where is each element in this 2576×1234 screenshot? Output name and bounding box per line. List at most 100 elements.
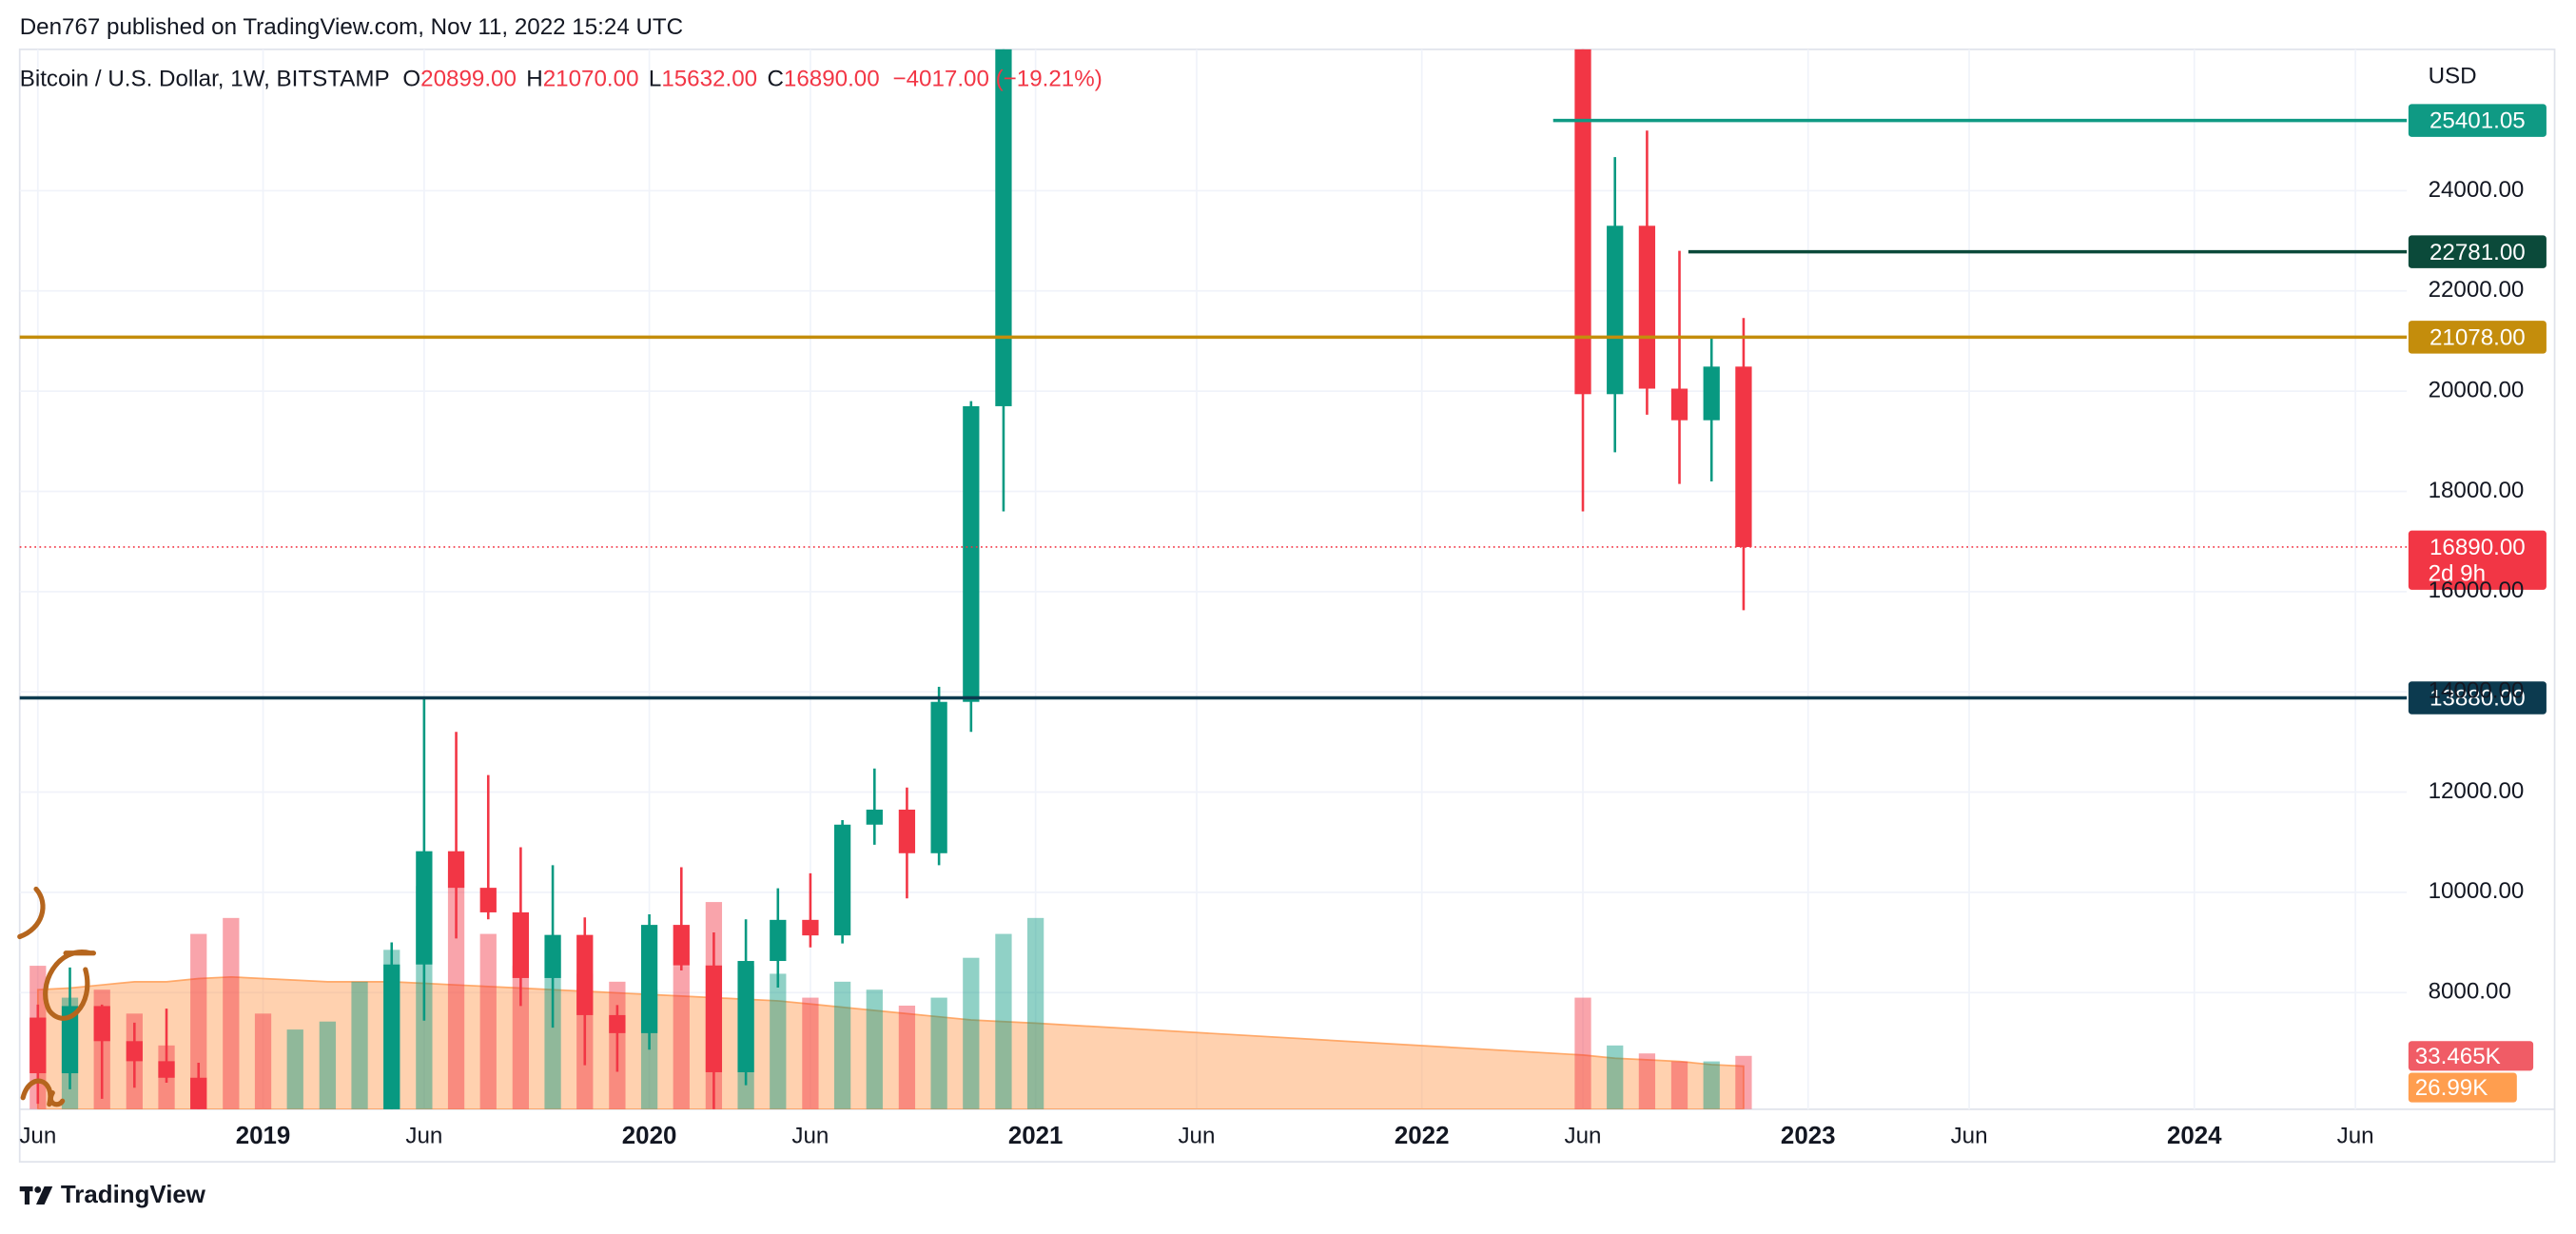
axes: 8000.00 10000.00 12000.00 14000.00 16000.00 1… bbox=[19, 177, 2524, 1149]
publisher: Den767 published on TradingView.com, Nov… bbox=[20, 14, 683, 40]
drawings bbox=[17, 886, 97, 1107]
x-tick-label: Jun bbox=[2337, 1124, 2374, 1149]
candles bbox=[29, 49, 1752, 1109]
logo-part bbox=[34, 1186, 42, 1193]
candle-body bbox=[609, 1014, 626, 1033]
ohlc-value: 20899.00 bbox=[420, 67, 517, 92]
price-label-bg bbox=[2408, 530, 2547, 590]
candle-body bbox=[544, 934, 561, 978]
volume-bar bbox=[995, 933, 1012, 1109]
volume-bar bbox=[963, 957, 980, 1109]
volume-bar bbox=[223, 917, 240, 1109]
y-tick-label: 24000.00 bbox=[2429, 177, 2525, 203]
x-tick-label: Jun bbox=[1951, 1124, 1988, 1149]
candle-body bbox=[383, 964, 400, 1109]
logo-part bbox=[35, 1186, 53, 1205]
ohlc-value: 21070.00 bbox=[543, 67, 639, 92]
candle-body bbox=[93, 1006, 110, 1042]
candle-body bbox=[770, 919, 787, 962]
candle-body bbox=[479, 888, 497, 912]
ohlc-value: 16890.00 bbox=[784, 67, 880, 92]
volume-ma-area bbox=[36, 975, 1745, 1109]
x-tick-label: 2021 bbox=[1008, 1123, 1064, 1149]
volume-label-bg bbox=[2408, 1041, 2534, 1071]
candle-body bbox=[640, 925, 658, 1033]
y-tick-label: 8000.00 bbox=[2429, 979, 2511, 1005]
candle-body bbox=[963, 405, 980, 702]
volume-bar bbox=[351, 981, 368, 1109]
x-tick-label: 2023 bbox=[1781, 1123, 1836, 1149]
volume-bar bbox=[286, 1029, 303, 1109]
volume-label: 33.465K bbox=[2415, 1044, 2501, 1069]
x-tick-label: Jun bbox=[791, 1124, 829, 1149]
candle-body bbox=[802, 919, 819, 936]
grid bbox=[19, 49, 2408, 1109]
y-tick-label: 16000.00 bbox=[2429, 578, 2525, 603]
ohlc-value: 15632.00 bbox=[661, 67, 757, 92]
candle-body bbox=[866, 809, 883, 825]
y-tick-label: 10000.00 bbox=[2429, 878, 2525, 904]
candle-body bbox=[576, 934, 594, 1015]
volume-bar bbox=[254, 1013, 272, 1109]
frame bbox=[18, 49, 2556, 1163]
footer-brand: TradingView bbox=[61, 1182, 206, 1208]
price-label-bg bbox=[2408, 681, 2547, 715]
candle-body bbox=[995, 49, 1012, 406]
volume-bar bbox=[319, 1021, 336, 1109]
x-tick-label: 2019 bbox=[236, 1123, 291, 1149]
candle-body bbox=[705, 965, 723, 1072]
currency: USD bbox=[2429, 64, 2477, 89]
logo-part bbox=[24, 1186, 30, 1205]
price-label: 16890.00 bbox=[2430, 535, 2526, 560]
volume-bar bbox=[1735, 1055, 1752, 1109]
x-tick-label: Jun bbox=[19, 1124, 56, 1149]
candle-body bbox=[512, 911, 530, 978]
volume-bar bbox=[190, 933, 207, 1109]
volume-bar bbox=[1027, 917, 1044, 1109]
volume-bar bbox=[512, 966, 530, 1109]
volume-label-bg bbox=[2408, 1072, 2517, 1103]
x-tick-label: Jun bbox=[1178, 1124, 1215, 1149]
x-tick-label: Jun bbox=[405, 1124, 442, 1149]
volume-bar bbox=[1670, 1061, 1688, 1109]
ohlc-key: H bbox=[526, 67, 542, 92]
volume-bar bbox=[673, 966, 690, 1109]
price-label-bg bbox=[2408, 104, 2547, 137]
volume-bar bbox=[1574, 997, 1591, 1109]
volume-bar bbox=[479, 933, 497, 1109]
candle-body bbox=[673, 925, 690, 966]
change: −4017.00 (−19.21%) bbox=[892, 67, 1102, 92]
volume-bar bbox=[866, 989, 883, 1109]
candle-body bbox=[190, 1077, 207, 1109]
candle-body bbox=[737, 961, 754, 1072]
candle-body bbox=[29, 1017, 47, 1074]
volume-bar bbox=[1703, 1061, 1720, 1109]
candle-body bbox=[1638, 225, 1656, 389]
volume-bar bbox=[544, 950, 561, 1109]
y-tick-label: 14000.00 bbox=[2429, 678, 2525, 704]
volume-bar bbox=[833, 981, 851, 1109]
candle-body bbox=[158, 1061, 175, 1078]
price-label-bg bbox=[2408, 235, 2547, 268]
ohlc-key: L bbox=[649, 67, 661, 92]
y-tick-label: 12000.00 bbox=[2429, 778, 2525, 804]
x-tick-label: 2022 bbox=[1395, 1123, 1450, 1149]
x-tick-label: Jun bbox=[1565, 1124, 1602, 1149]
candle-body bbox=[447, 851, 465, 889]
volume-bar bbox=[1607, 1045, 1624, 1109]
volume-bar bbox=[447, 870, 465, 1109]
candle-body bbox=[930, 701, 947, 853]
candle-body bbox=[1670, 388, 1688, 421]
y-tick-label: 20000.00 bbox=[2429, 378, 2525, 403]
footer-logo bbox=[19, 1186, 53, 1205]
x-tick-label: 2024 bbox=[2167, 1123, 2222, 1149]
ohlc-key: C bbox=[767, 67, 783, 92]
volume-bar bbox=[770, 973, 787, 1109]
drawing bbox=[17, 886, 46, 940]
levels: 25401.05 22781.00 21078.00 13880.00 16890.00… bbox=[19, 104, 2547, 1103]
volume-bar bbox=[1638, 1053, 1656, 1109]
price-label: 13880.00 bbox=[2430, 686, 2526, 712]
volume-bar bbox=[898, 1005, 916, 1109]
